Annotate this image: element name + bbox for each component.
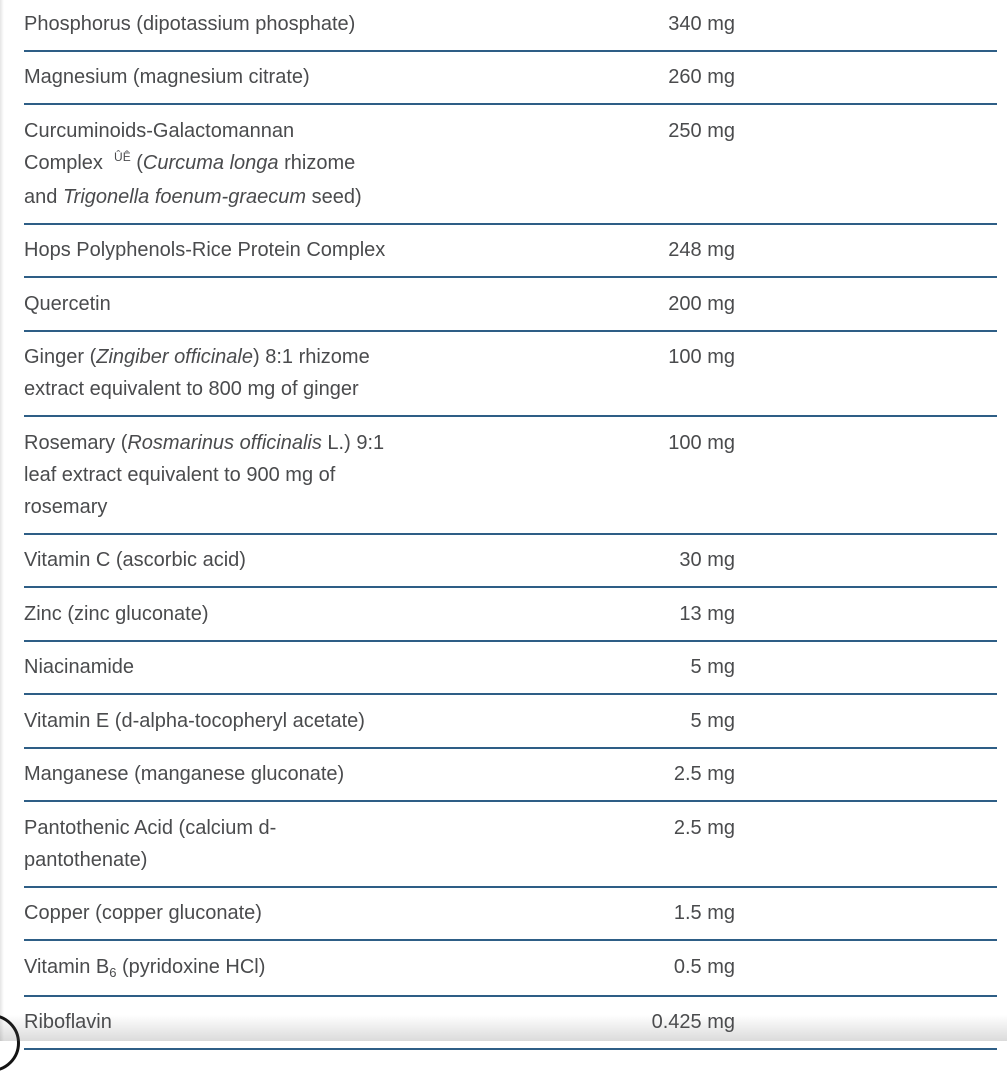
botanical-name: Trigonella foenum-graecum [62,185,307,208]
ingredient-name: Riboflavin [24,1006,544,1038]
ingredient-name: Curcuminoids-Galactomannan Complex ÛÊ (C… [24,115,544,213]
ingredient-amount: 100 mg [668,431,735,454]
name-text: Hops Polyphenols-Rice Protein Complex [24,239,386,262]
table-row: Magnesium (magnesium citrate) 260 mg [24,52,997,105]
name-text: Zinc (zinc gluconate) [24,602,209,625]
ingredient-amount: 250 mg [668,119,735,142]
ingredient-amount: 2.5 mg [673,816,735,839]
name-text: (pyridoxine HCl) [116,955,266,978]
table-row: Niacinamide 5 mg [24,642,997,695]
name-text: Niacinamide [24,656,135,679]
ingredient-name: Copper (copper gluconate) [24,897,544,929]
ingredient-name: Vitamin E (d-alpha-tocopheryl acetate) [24,705,544,737]
table-row: Rosemary (Rosmarinus officinalis L.) 9:1… [24,417,997,535]
ingredient-name: Vitamin B6 (pyridoxine HCl) [24,951,544,985]
ingredient-name: Manganese (manganese gluconate) [24,758,544,790]
table-row: Zinc (zinc gluconate) 13 mg [24,588,997,642]
botanical-name: Rosmarinus officinalis [127,431,322,454]
table-row: Hops Polyphenols-Rice Protein Complex 248… [24,225,997,278]
ingredient-name: Vitamin C (ascorbic acid) [24,544,544,576]
supplement-ingredients-table: Phosphorus (dipotassium phosphate) 340 mg… [24,0,997,1050]
ingredient-amount: 248 mg [668,239,735,262]
ingredient-name: Rosemary (Rosmarinus officinalis L.) 9:1… [24,427,544,523]
name-text: Copper (copper gluconate) [24,902,262,925]
ingredient-amount: 5 mg [690,709,735,732]
ingredient-amount: 0.425 mg [651,1011,735,1034]
name-text: rhizome and [24,151,356,208]
ingredient-amount: 200 mg [668,292,735,315]
name-text: Vitamin E (d-alpha-tocopheryl acetate) [24,709,365,732]
ingredient-name: Ginger (Zingiber officinale) 8:1 rhizome… [24,341,544,405]
name-text: Magnesium (magnesium citrate) [24,66,310,89]
ingredient-amount: 0.5 mg [673,955,735,978]
ingredient-name: Hops Polyphenols-Rice Protein Complex [24,234,544,266]
table-row: Pantothenic Acid (calcium d- pantothenat… [24,802,997,888]
table-row: Curcuminoids-Galactomannan Complex ÛÊ (C… [24,105,997,225]
ingredient-amount: 340 mg [668,12,735,35]
name-text: Curcuminoids-Galactomannan Complex [24,119,295,174]
subscript-mark: 6 [109,964,117,980]
ingredient-amount: 13 mg [679,602,735,625]
name-text: Manganese (manganese gluconate) [24,763,345,786]
table-row: Copper (copper gluconate) 1.5 mg [24,888,997,941]
table-row: Riboflavin 0.425 mg [24,997,997,1050]
table-row: Vitamin B6 (pyridoxine HCl) 0.5 mg [24,941,997,997]
table-row: Vitamin C (ascorbic acid) 30 mg [24,535,997,588]
superscript-mark: ÛÊ [114,149,131,164]
table-row: Quercetin 200 mg [24,278,997,332]
name-text: Ginger ( [24,346,97,369]
botanical-name: Zingiber officinale [96,346,253,369]
name-text: Pantothenic Acid (calcium d- pantothenat… [24,816,277,871]
botanical-name: Curcuma longa [142,151,279,174]
ingredient-name: Quercetin [24,288,544,320]
ingredient-amount: 5 mg [690,656,735,679]
name-text: Phosphorus (dipotassium phosphate) [24,12,356,35]
name-text: Vitamin C (ascorbic acid) [24,549,246,572]
name-text: Quercetin [24,292,111,315]
name-text: ) 8:1 rhizome extract equivalent to 800 … [24,346,370,401]
name-text: seed) [306,185,362,208]
left-edge-shadow [0,0,4,1041]
name-text: ( [130,151,143,174]
ingredient-name: Zinc (zinc gluconate) [24,598,544,630]
name-text: L.) 9:1 leaf extract equivalent to 900 m… [24,431,385,518]
ingredient-amount: 30 mg [679,549,735,572]
corner-circle-arc [0,1014,20,1072]
name-text: Riboflavin [24,1011,112,1034]
ingredient-amount: 1.5 mg [673,902,735,925]
table-row: Vitamin E (d-alpha-tocopheryl acetate) 5 … [24,695,997,749]
ingredient-name: Phosphorus (dipotassium phosphate) [24,8,544,40]
table-row: Phosphorus (dipotassium phosphate) 340 mg [24,0,997,52]
ingredient-name: Niacinamide [24,651,544,683]
ingredient-amount: 100 mg [668,346,735,369]
table-row: Manganese (manganese gluconate) 2.5 mg [24,749,997,802]
ingredient-amount: 2.5 mg [673,763,735,786]
ingredient-amount: 260 mg [668,66,735,89]
ingredient-name: Magnesium (magnesium citrate) [24,61,544,93]
name-text: Vitamin B [24,955,110,978]
ingredient-name: Pantothenic Acid (calcium d- pantothenat… [24,812,544,876]
table-row: Ginger (Zingiber officinale) 8:1 rhizome… [24,332,997,417]
name-text: Rosemary ( [24,431,128,454]
